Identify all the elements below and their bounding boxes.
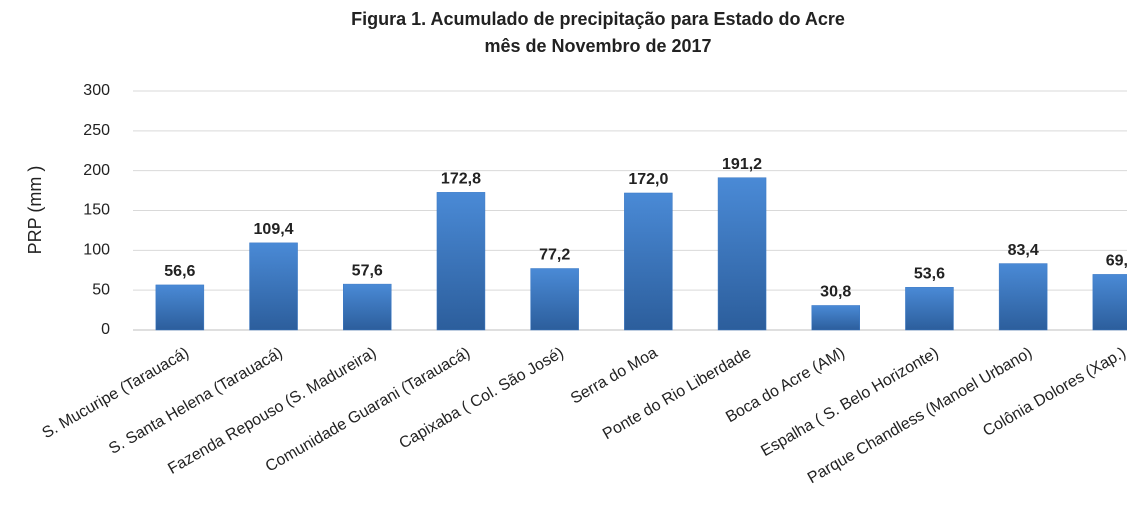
bar	[811, 305, 860, 331]
bar	[624, 192, 673, 331]
value-label: 30,8	[820, 284, 851, 301]
y-tick-label: 0	[101, 321, 110, 338]
y-tick-label: 300	[83, 82, 110, 99]
value-label: 83,4	[1008, 242, 1039, 259]
y-tick-label: 100	[83, 242, 110, 259]
value-label: 69,	[1106, 253, 1127, 270]
x-tick-label: Capixaba ( Col. São José)	[397, 344, 567, 452]
value-label: 109,4	[254, 221, 294, 238]
y-tick-label: 50	[92, 281, 110, 298]
value-label: 77,2	[539, 247, 570, 264]
x-tick-label: Ponte do Rio Liberdade	[600, 344, 754, 443]
value-label: 56,6	[164, 263, 195, 280]
bar	[249, 242, 298, 331]
x-tick-label: Espalha ( S. Belo Horizonte)	[758, 344, 941, 460]
bar	[530, 268, 579, 331]
y-tick-label: 200	[83, 162, 110, 179]
bar	[343, 283, 392, 331]
value-label: 191,2	[722, 156, 762, 173]
bar	[998, 263, 1048, 331]
y-axis-label: PRP (mm )	[25, 166, 45, 255]
x-tick-label: Serra do Moa	[568, 344, 661, 407]
chart-subtitle: mês de Novembro de 2017	[484, 36, 711, 56]
y-tick-label: 150	[83, 202, 110, 219]
value-label: 172,0	[628, 171, 668, 188]
y-tick-label: 250	[83, 122, 110, 139]
bar	[436, 192, 486, 331]
bar	[1092, 274, 1127, 331]
chart-title: Figura 1. Acumulado de precipitação para…	[351, 9, 845, 29]
value-label: 57,6	[352, 262, 383, 279]
x-tick-label: S. Santa Helena (Tarauacá)	[106, 344, 286, 457]
value-label: 53,6	[914, 266, 945, 283]
bar	[717, 177, 767, 331]
bar	[905, 287, 954, 331]
bar	[155, 284, 205, 331]
value-label: 172,8	[441, 171, 481, 188]
x-tick-label: S. Mucuripe (Tarauacá)	[39, 344, 192, 442]
